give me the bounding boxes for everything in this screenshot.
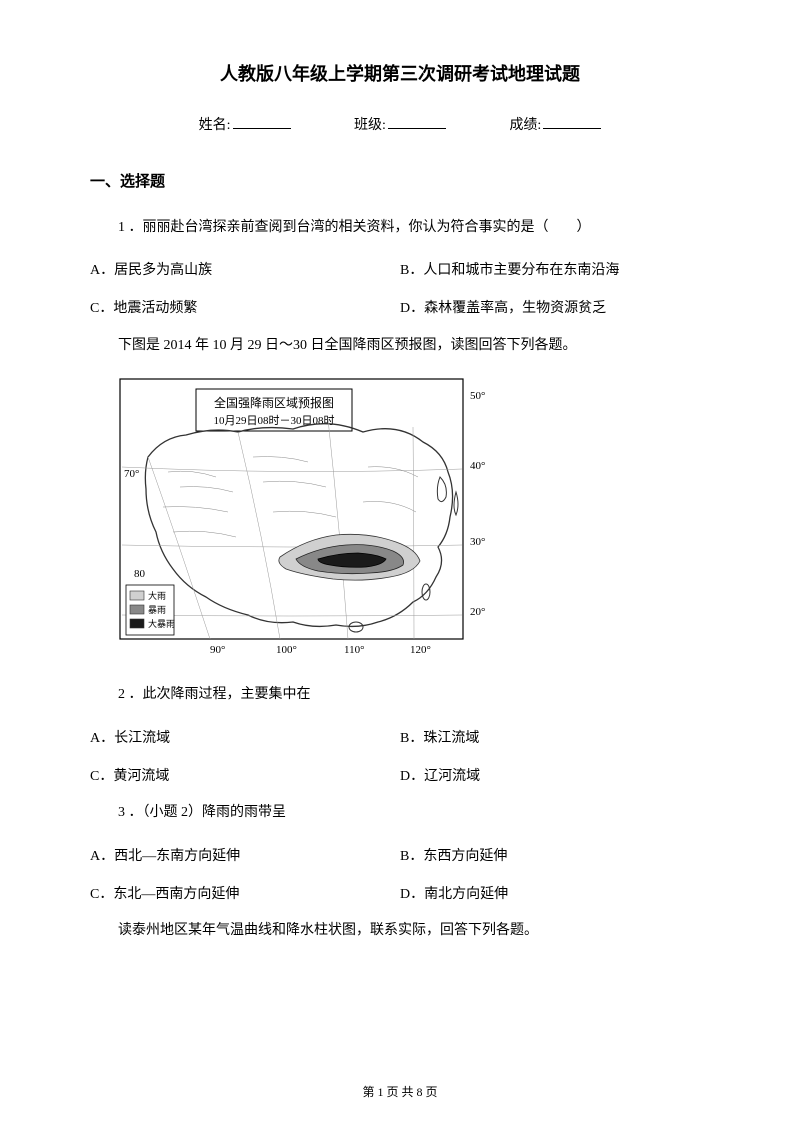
map-subtitle: 10月29日08时－30日08时 — [214, 414, 335, 427]
lon-120: 120° — [410, 644, 431, 656]
legend-l2: 暴雨 — [148, 605, 166, 615]
q2-options-row1: A．长江流域 B．珠江流域 — [90, 727, 710, 751]
q3-options-row2: C．东北—西南方向延伸 D．南北方向延伸 — [90, 883, 710, 907]
lat-30: 30° — [470, 536, 485, 548]
q1-option-d[interactable]: D．森林覆盖率高，生物资源贫乏 — [400, 297, 710, 321]
class-blank[interactable] — [388, 128, 446, 129]
question-3: 3 ．（小题 2）降雨的雨带呈 — [118, 802, 710, 824]
legend-l1: 大雨 — [148, 590, 166, 601]
name-label: 姓名: — [199, 114, 231, 134]
lat-20: 20° — [470, 606, 485, 618]
passage-1: 下图是 2014 年 10 月 29 日～30 日全国降雨区预报图，读图回答下列… — [118, 335, 710, 357]
legend-l3: 大暴雨 — [148, 618, 175, 629]
q1-options-row1: A．居民多为高山族 B．人口和城市主要分布在东南沿海 — [90, 259, 710, 283]
lon-100: 100° — [276, 644, 297, 656]
q1-option-c[interactable]: C．地震活动频繁 — [90, 297, 400, 321]
passage-2: 读泰州地区某年气温曲线和降水柱状图，联系实际，回答下列各题。 — [118, 920, 710, 942]
map-title: 全国强降雨区域预报图 — [214, 395, 334, 410]
question-1: 1 ．丽丽赴台湾探亲前查阅到台湾的相关资料，你认为符合事实的是（ ） — [118, 217, 710, 239]
q1-option-b[interactable]: B．人口和城市主要分布在东南沿海 — [400, 259, 710, 283]
q3-option-d[interactable]: D．南北方向延伸 — [400, 883, 710, 907]
question-2: 2 ．此次降雨过程，主要集中在 — [118, 684, 710, 706]
lon-90: 90° — [210, 644, 225, 656]
page-footer: 第 1 页 共 8 页 — [0, 1083, 800, 1100]
china-rainfall-map: 全国强降雨区域预报图 10月29日08时－30日08时 50° 40° 30° … — [118, 377, 488, 657]
q2-option-a[interactable]: A．长江流域 — [90, 727, 400, 751]
section-1-heading: 一、选择题 — [90, 170, 710, 191]
class-label: 班级: — [354, 114, 386, 134]
lon-70: 70° — [124, 468, 139, 480]
q1-options-row2: C．地震活动频繁 D．森林覆盖率高，生物资源贫乏 — [90, 297, 710, 321]
map-figure: 全国强降雨区域预报图 10月29日08时－30日08时 50° 40° 30° … — [118, 377, 710, 662]
lon-80: 80 — [134, 568, 146, 580]
q3-option-b[interactable]: B．东西方向延伸 — [400, 845, 710, 869]
q2-option-b[interactable]: B．珠江流域 — [400, 727, 710, 751]
q2-options-row2: C．黄河流域 D．辽河流域 — [90, 765, 710, 789]
q1-option-a[interactable]: A．居民多为高山族 — [90, 259, 400, 283]
lat-50: 50° — [470, 390, 485, 402]
student-info-line: 姓名: 班级: 成绩: — [90, 114, 710, 134]
page-title: 人教版八年级上学期第三次调研考试地理试题 — [90, 60, 710, 86]
q3-option-c[interactable]: C．东北—西南方向延伸 — [90, 883, 400, 907]
q3-options-row1: A．西北—东南方向延伸 B．东西方向延伸 — [90, 845, 710, 869]
score-blank[interactable] — [543, 128, 601, 129]
name-blank[interactable] — [233, 128, 291, 129]
score-label: 成绩: — [509, 114, 541, 134]
lat-40: 40° — [470, 460, 485, 472]
q2-option-d[interactable]: D．辽河流域 — [400, 765, 710, 789]
q3-option-a[interactable]: A．西北—东南方向延伸 — [90, 845, 400, 869]
lon-110: 110° — [344, 644, 365, 656]
q2-option-c[interactable]: C．黄河流域 — [90, 765, 400, 789]
